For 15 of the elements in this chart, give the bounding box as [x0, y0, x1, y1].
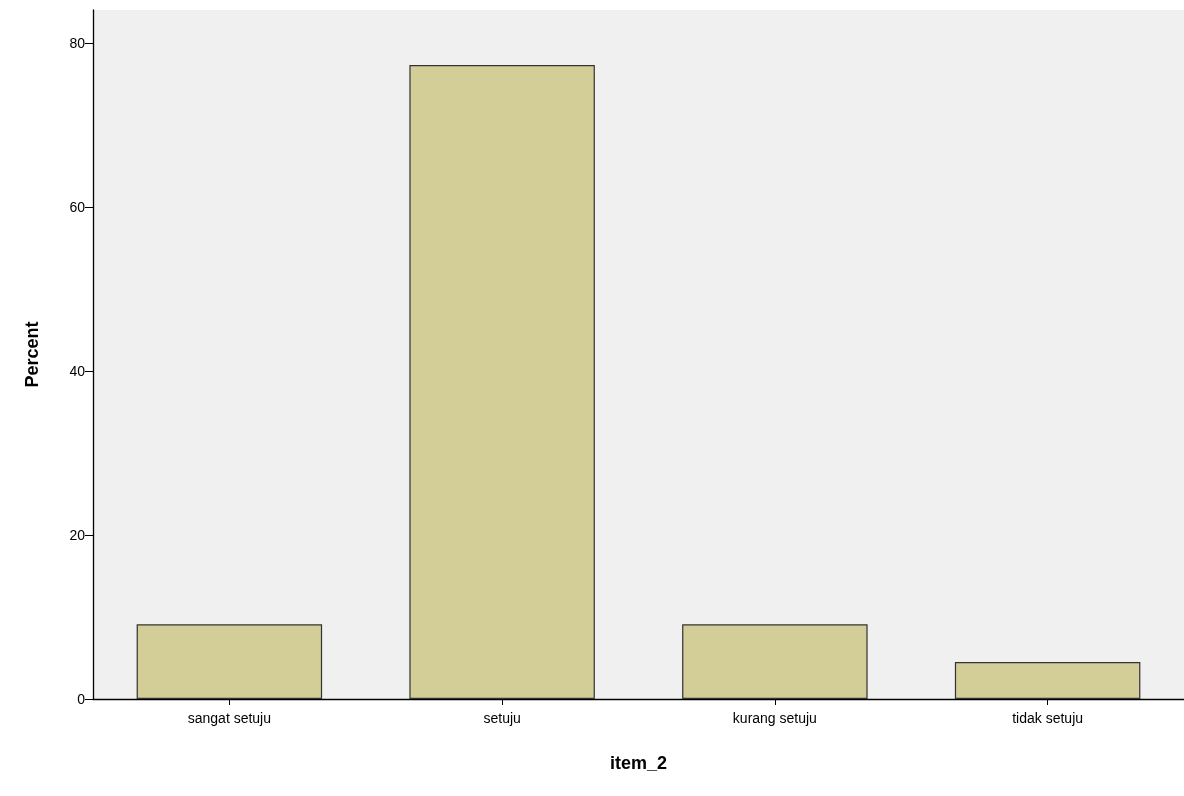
y-tick-label: 0	[77, 691, 86, 707]
bar	[682, 624, 868, 699]
y-tick-label: 80	[69, 34, 86, 51]
y-tick-label: 40	[69, 362, 86, 379]
y-axis-title: Percent	[22, 321, 42, 388]
x-tick-label: setuju	[483, 710, 521, 726]
x-axis-title: item_2	[609, 753, 668, 773]
x-tick-label: tidak setuju	[1012, 710, 1084, 726]
bar	[136, 624, 323, 699]
bar	[409, 64, 595, 699]
y-tick-label: 20	[69, 526, 86, 543]
y-tick-label: 60	[69, 198, 86, 215]
x-tick-label: kurang setuju	[732, 710, 817, 726]
bar	[954, 662, 1141, 699]
x-tick-label: sangat setuju	[187, 710, 272, 726]
